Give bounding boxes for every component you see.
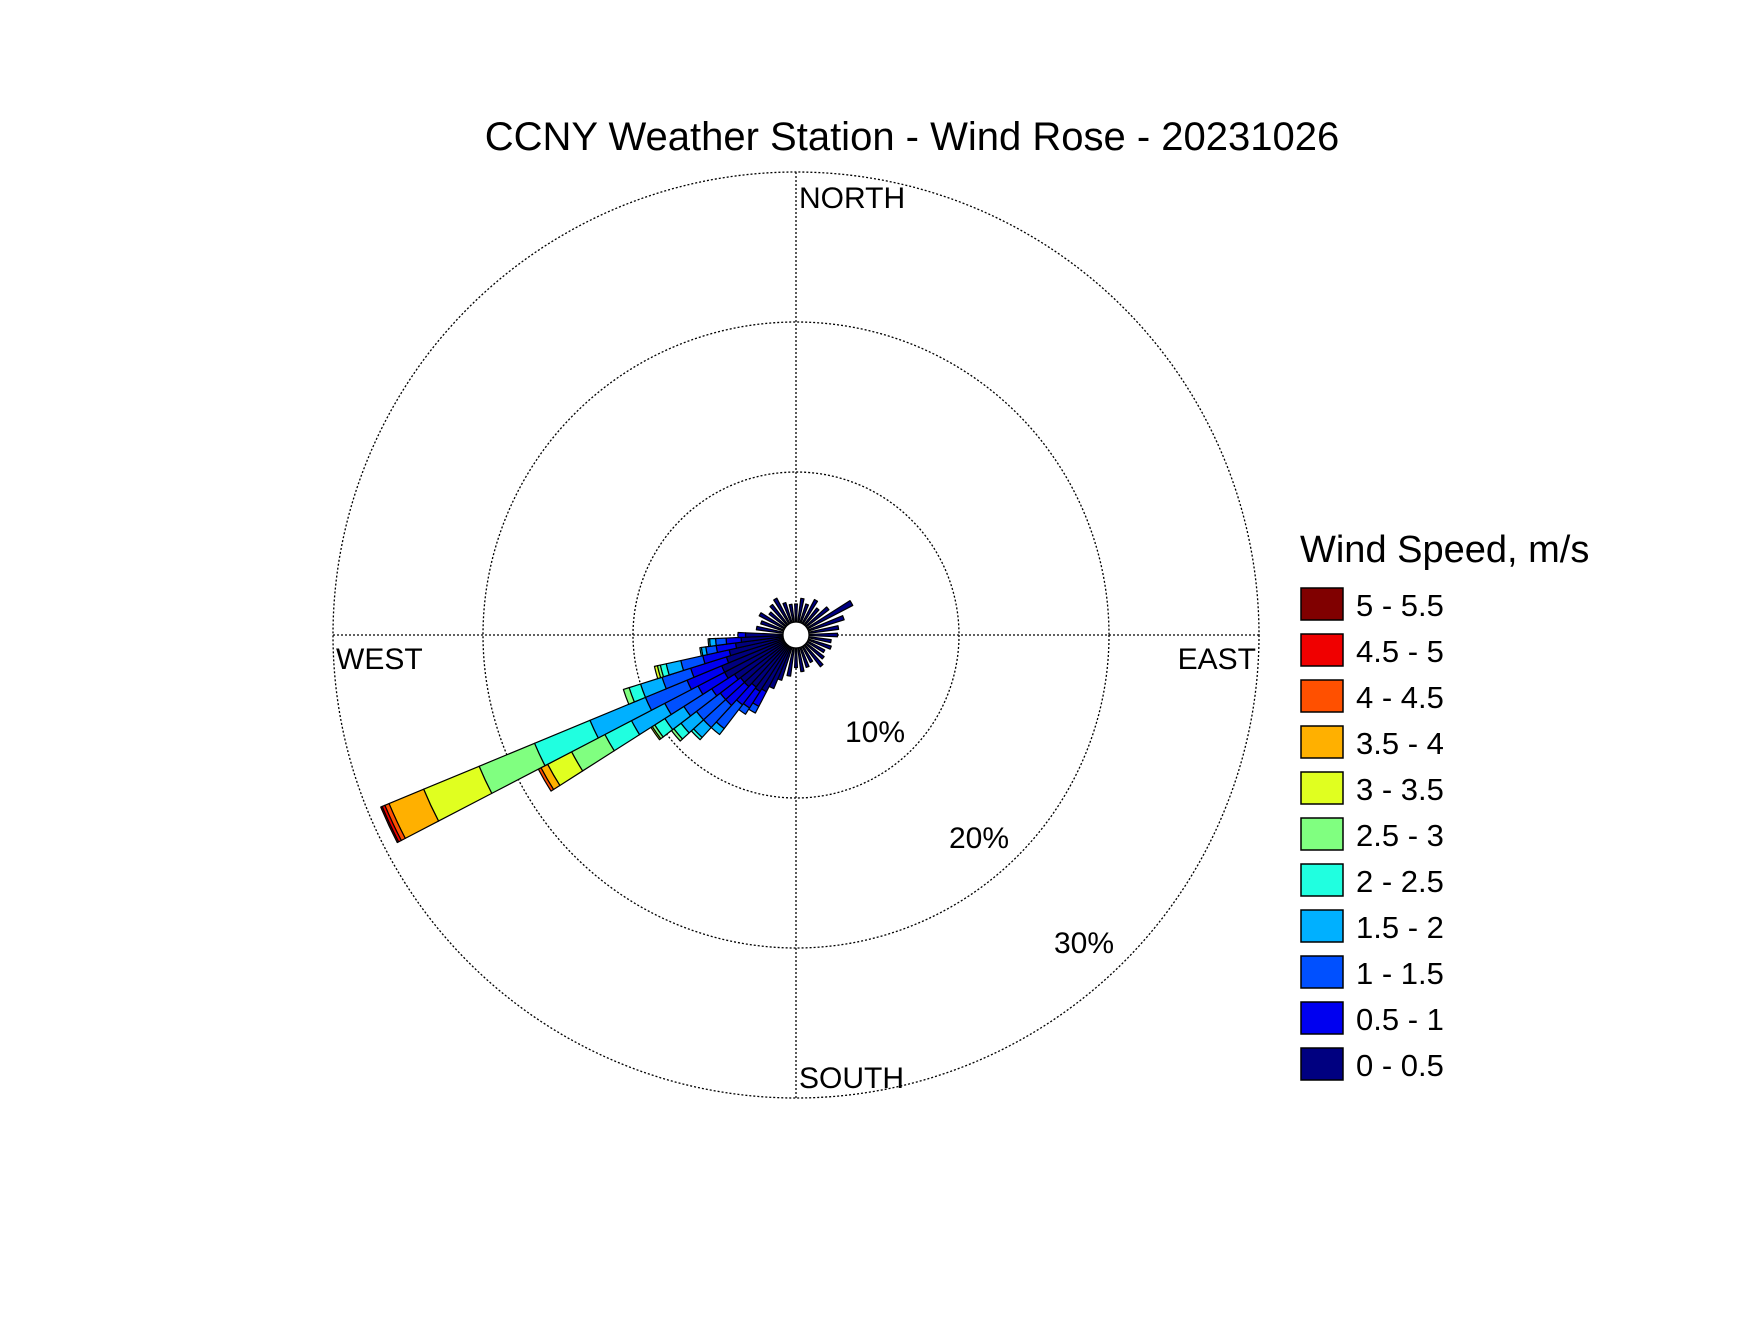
legend-swatch: [1300, 863, 1344, 897]
legend-swatch: [1300, 633, 1344, 667]
legend-label: 0 - 0.5: [1356, 1048, 1444, 1083]
sector-230: [670, 642, 788, 742]
legend: 5 - 5.5 4.5 - 5 4 - 4.5 3.5 - 4 3 - 3.5 2.5 -…: [1300, 587, 1444, 1083]
sector-265-bin-2: [714, 637, 728, 647]
label-north: NORTH: [799, 182, 905, 215]
legend-label: 1 - 1.5: [1356, 956, 1444, 991]
legend-label: 0.5 - 1: [1356, 1002, 1444, 1037]
legend-swatch: [1300, 771, 1344, 805]
polar-grid: [332, 171, 1260, 1099]
legend-label: 1.5 - 2: [1356, 910, 1444, 945]
sector-180: [793, 647, 799, 669]
sector-220: [710, 643, 789, 736]
legend-swatch: [1300, 725, 1344, 759]
legend-swatch: [1300, 1047, 1344, 1081]
legend-label: 2.5 - 3: [1356, 818, 1444, 853]
radial-tick-20: 20%: [949, 822, 1009, 855]
sector-0: [794, 603, 798, 623]
radial-tick-30: 30%: [1054, 927, 1114, 960]
legend-label: 4.5 - 5: [1356, 634, 1444, 669]
sector-260-bin-2: [705, 644, 719, 656]
sector-255: [653, 637, 785, 680]
center-hole: [782, 621, 810, 649]
sector-240: [537, 640, 786, 792]
label-south: SOUTH: [799, 1062, 904, 1095]
legend-label: 3.5 - 4: [1356, 726, 1444, 761]
sector-225: [690, 643, 788, 741]
legend-swatch: [1300, 955, 1344, 989]
sector-0-bin-0: [794, 603, 798, 623]
legend-label: 4 - 4.5: [1356, 680, 1444, 715]
sector-250-bin-5: [622, 687, 635, 705]
sector-260-bin-4: [699, 646, 704, 657]
legend-label: 5 - 5.5: [1356, 588, 1444, 623]
sector-90: [808, 632, 839, 638]
sector-90-bin-0: [808, 632, 839, 638]
legend-swatch: [1300, 817, 1344, 851]
sector-245-bin-5: [478, 742, 546, 794]
sector-265-bin-4: [707, 638, 711, 648]
sector-180-bin-0: [793, 647, 799, 669]
legend-title: Wind Speed, m/s: [1300, 529, 1589, 571]
sector-245: [380, 639, 786, 844]
label-west: WEST: [336, 643, 423, 676]
legend-label: 3 - 3.5: [1356, 772, 1444, 807]
sector-255-bin-6: [653, 665, 662, 680]
sector-245-bin-10: [380, 805, 400, 844]
legend-label: 2 - 2.5: [1356, 864, 1444, 899]
wind-sectors: [380, 597, 854, 844]
legend-swatch: [1300, 679, 1344, 713]
legend-swatch: [1300, 1001, 1344, 1035]
legend-swatch: [1300, 909, 1344, 943]
label-east: EAST: [1178, 643, 1256, 676]
sector-270-bin-1: [737, 631, 747, 639]
chart-title: CCNY Weather Station - Wind Rose - 20231…: [485, 115, 1340, 159]
radial-tick-10: 10%: [845, 716, 905, 749]
legend-swatch: [1300, 587, 1344, 621]
